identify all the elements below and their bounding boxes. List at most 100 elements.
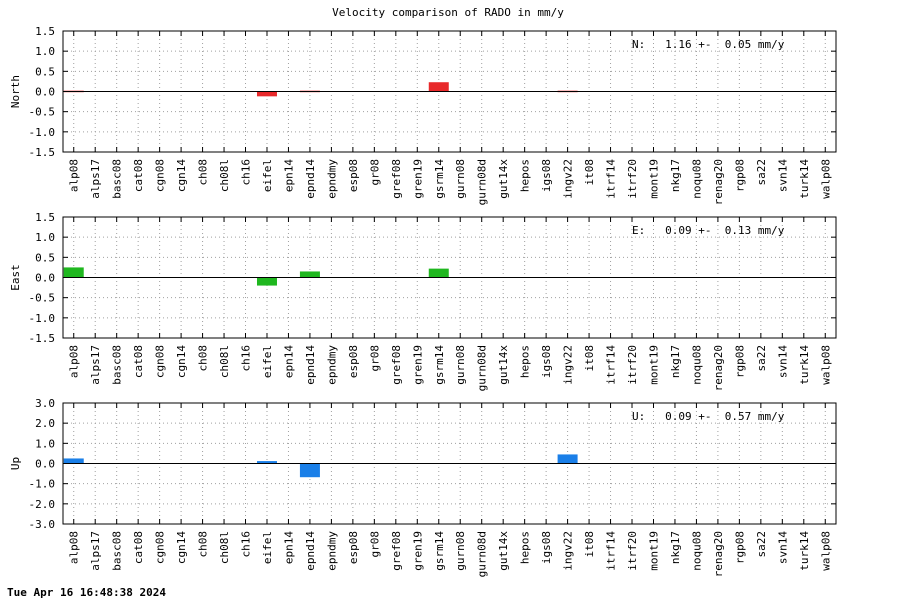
x-tick-label: cgn14 (175, 531, 188, 564)
x-tick-label: renag20 (712, 345, 725, 391)
x-tick-label: gurn08 (454, 159, 467, 199)
x-tick-label: rgp08 (733, 531, 746, 564)
bar-eifel (256, 91, 277, 97)
x-tick-label: epndmy (325, 531, 338, 571)
x-tick-label: epn14 (282, 159, 295, 192)
x-tick-label: it08 (583, 345, 596, 372)
x-tick-label: alps17 (89, 345, 102, 385)
plot-frame (62, 216, 837, 339)
y-tick-label: 3.0 (35, 397, 55, 410)
x-tick-label: gsrm14 (433, 159, 446, 199)
x-tick-label: epnd14 (304, 159, 317, 199)
x-tick-label: gr08 (368, 531, 381, 558)
x-tick-label: cgn08 (154, 531, 167, 564)
x-tick-label: eifel (261, 159, 274, 192)
x-tick-label: cgn14 (175, 345, 188, 378)
x-tick-label: ch08 (197, 159, 210, 186)
x-tick-label: it08 (583, 531, 596, 558)
x-tick-label: ch08 (197, 531, 210, 558)
x-tick-label: ingv22 (562, 345, 575, 385)
timestamp: Tue Apr 16 16:48:38 2024 (7, 586, 166, 599)
x-tick-label: walp08 (819, 345, 832, 385)
x-tick-label: epn14 (282, 345, 295, 378)
x-tick-label: noqu08 (690, 159, 703, 199)
plot-frame (62, 30, 837, 153)
y-tick-label: -1.0 (29, 478, 56, 491)
x-tick-label: ch08l (218, 345, 231, 378)
bar-epnd14 (299, 271, 320, 278)
x-tick-label: itrf20 (626, 345, 639, 385)
x-tick-label: esp08 (347, 345, 360, 378)
y-tick-label: 1.0 (35, 437, 55, 450)
x-tick-label: gut14x (497, 159, 510, 199)
x-tick-label: igs08 (540, 531, 553, 564)
x-tick-label: gref08 (390, 345, 403, 385)
x-tick-label: svn14 (776, 531, 789, 564)
stat-annotation: U: 0.09 +- 0.57 mm/y (632, 410, 785, 423)
x-tick-label: cgn14 (175, 159, 188, 192)
x-tick-label: gr08 (368, 159, 381, 186)
x-tick-label: basc08 (111, 345, 124, 385)
x-tick-label: igs08 (540, 345, 553, 378)
x-tick-label: epndmy (325, 159, 338, 199)
x-tick-label: rgp08 (733, 159, 746, 192)
x-tick-label: gren19 (411, 345, 424, 385)
x-tick-label: gut14x (497, 345, 510, 385)
x-tick-label: noqu08 (690, 345, 703, 385)
x-tick-label: itrf14 (605, 531, 618, 571)
stat-annotation: E: 0.09 +- 0.13 mm/y (632, 224, 785, 237)
x-tick-label: gurn08 (454, 531, 467, 571)
x-tick-label: turk14 (798, 159, 811, 199)
y-tick-label: -1.0 (29, 312, 56, 325)
x-tick-label: itrf14 (605, 159, 618, 199)
x-tick-label: ch16 (240, 345, 253, 372)
x-tick-label: cat08 (132, 531, 145, 564)
y-tick-label: 2.0 (35, 417, 55, 430)
x-tick-label: nkg17 (669, 345, 682, 378)
x-tick-label: alps17 (89, 531, 102, 571)
plot-frame (62, 402, 837, 525)
y-tick-label: 0.0 (35, 272, 55, 285)
y-tick-label: 1.0 (35, 231, 55, 244)
x-tick-label: ch16 (240, 531, 253, 558)
x-tick-label: gsrm14 (433, 345, 446, 385)
x-tick-label: eifel (261, 531, 274, 564)
x-tick-label: ch08l (218, 159, 231, 192)
chart-title: Velocity comparison of RADO in mm/y (332, 6, 564, 19)
x-tick-label: cgn08 (154, 345, 167, 378)
x-tick-label: basc08 (111, 531, 124, 571)
x-tick-label: svn14 (776, 159, 789, 192)
bar-gsrm14 (428, 268, 449, 278)
bar-ingv22 (557, 454, 578, 464)
x-tick-label: gref08 (390, 531, 403, 571)
x-tick-label: sa22 (755, 345, 768, 372)
x-tick-label: epndmy (325, 345, 338, 385)
x-tick-label: cat08 (132, 345, 145, 378)
x-tick-label: ch08 (197, 345, 210, 372)
x-tick-label: sa22 (755, 159, 768, 186)
x-tick-label: it08 (583, 159, 596, 186)
bar-alp08 (63, 458, 84, 464)
y-tick-label: 1.0 (35, 45, 55, 58)
y-axis-label: East (9, 264, 22, 291)
y-tick-label: -2.0 (29, 498, 56, 511)
x-tick-label: gurn08d (476, 345, 489, 391)
stat-annotation: N: 1.16 +- 0.05 mm/y (632, 38, 785, 51)
y-tick-label: 0.0 (35, 86, 55, 99)
x-tick-label: turk14 (798, 531, 811, 571)
x-tick-label: mont19 (647, 345, 660, 385)
x-tick-label: epnd14 (304, 531, 317, 571)
x-tick-label: sa22 (755, 531, 768, 558)
y-tick-label: 0.5 (35, 251, 55, 264)
y-tick-label: -3.0 (29, 518, 56, 531)
y-tick-label: 1.5 (35, 25, 55, 38)
x-tick-label: hepos (519, 159, 532, 192)
bar-alp08 (63, 267, 84, 278)
x-tick-label: alps17 (89, 159, 102, 199)
x-tick-label: hepos (519, 345, 532, 378)
x-tick-label: walp08 (819, 531, 832, 571)
x-tick-label: ch16 (240, 159, 253, 186)
x-tick-label: epnd14 (304, 345, 317, 385)
x-tick-label: itrf20 (626, 531, 639, 571)
